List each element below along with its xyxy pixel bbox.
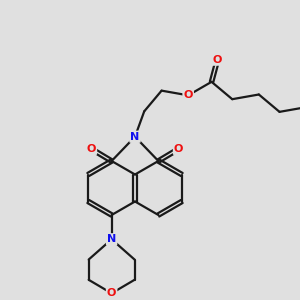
Text: N: N	[130, 132, 140, 142]
Text: O: O	[174, 144, 183, 154]
Text: O: O	[213, 55, 222, 65]
Text: O: O	[184, 90, 193, 100]
Text: N: N	[107, 234, 116, 244]
Text: O: O	[107, 288, 116, 298]
Text: O: O	[87, 144, 96, 154]
